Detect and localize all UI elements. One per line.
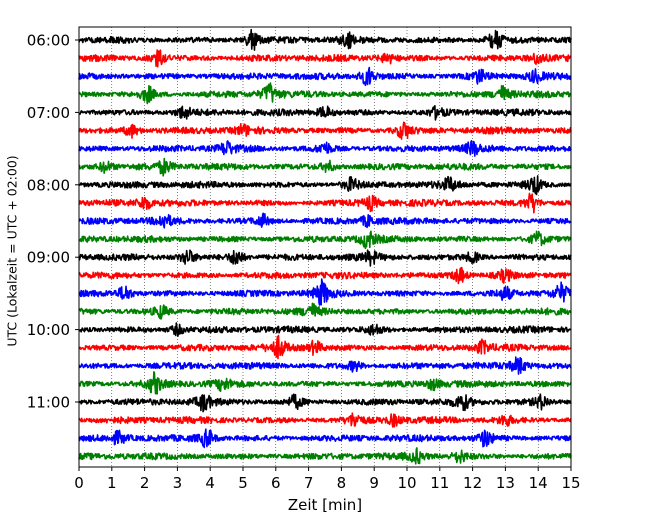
y-tick-label: 11:00 [27, 394, 70, 412]
trace-0700 [78, 105, 572, 121]
y-tick-label: 10:00 [27, 321, 70, 339]
y-tick-label: 09:00 [27, 249, 70, 267]
x-tick-label: 13 [496, 474, 515, 492]
x-tick-label: 1 [107, 474, 117, 492]
trace-0915 [78, 266, 572, 285]
x-tick-label: 15 [561, 474, 580, 492]
trace-0715 [78, 121, 572, 140]
x-tick-label: 5 [238, 474, 248, 492]
plot-frame [78, 26, 572, 468]
y-tick-label: 07:00 [27, 104, 70, 122]
x-tick-label: 12 [463, 474, 482, 492]
x-tick-label: 6 [271, 474, 281, 492]
x-tick-label: 11 [430, 474, 449, 492]
trace-0845 [78, 230, 572, 250]
x-tick-label: 14 [529, 474, 548, 492]
x-tick-label: 3 [173, 474, 183, 492]
trace-1045 [78, 371, 572, 395]
x-axis-ticks: 0 1 2 3 4 5 6 7 8 9 10 11 12 13 14 15 [74, 467, 581, 492]
x-tick-label: 9 [369, 474, 379, 492]
trace-1145 [78, 447, 572, 465]
y-axis-label: UTC (Lokalzeit = UTC + 02:00) [4, 155, 19, 346]
y-axis-ticks: 06:00 07:00 08:00 09:00 10:00 11:00 [27, 32, 79, 412]
trace-0615 [78, 49, 572, 68]
x-tick-label: 10 [397, 474, 416, 492]
trace-0745 [78, 157, 572, 177]
trace-0900 [78, 249, 572, 267]
x-tick-label: 8 [337, 474, 347, 492]
trace-0730 [78, 140, 572, 157]
seismogram-traces [78, 28, 572, 465]
y-tick-label: 06:00 [27, 32, 70, 50]
trace-1030 [78, 356, 572, 375]
trace-0930 [78, 278, 572, 306]
trace-1130 [78, 428, 572, 449]
trace-0800 [78, 175, 572, 196]
trace-1100 [78, 393, 572, 413]
trace-0830 [78, 212, 572, 229]
trace-1115 [78, 412, 572, 428]
x-tick-label: 7 [304, 474, 314, 492]
x-axis-label: Zeit [min] [288, 496, 362, 514]
x-tick-label: 0 [74, 474, 84, 492]
trace-0645 [78, 82, 572, 105]
y-tick-label: 08:00 [27, 176, 70, 194]
trace-0630 [78, 66, 572, 87]
trace-1015 [78, 334, 572, 360]
trace-0815 [78, 192, 572, 214]
x-tick-label: 4 [205, 474, 215, 492]
x-tick-label: 2 [140, 474, 150, 492]
trace-0600 [78, 28, 572, 51]
trace-1000 [78, 322, 572, 337]
trace-0945 [78, 302, 572, 320]
